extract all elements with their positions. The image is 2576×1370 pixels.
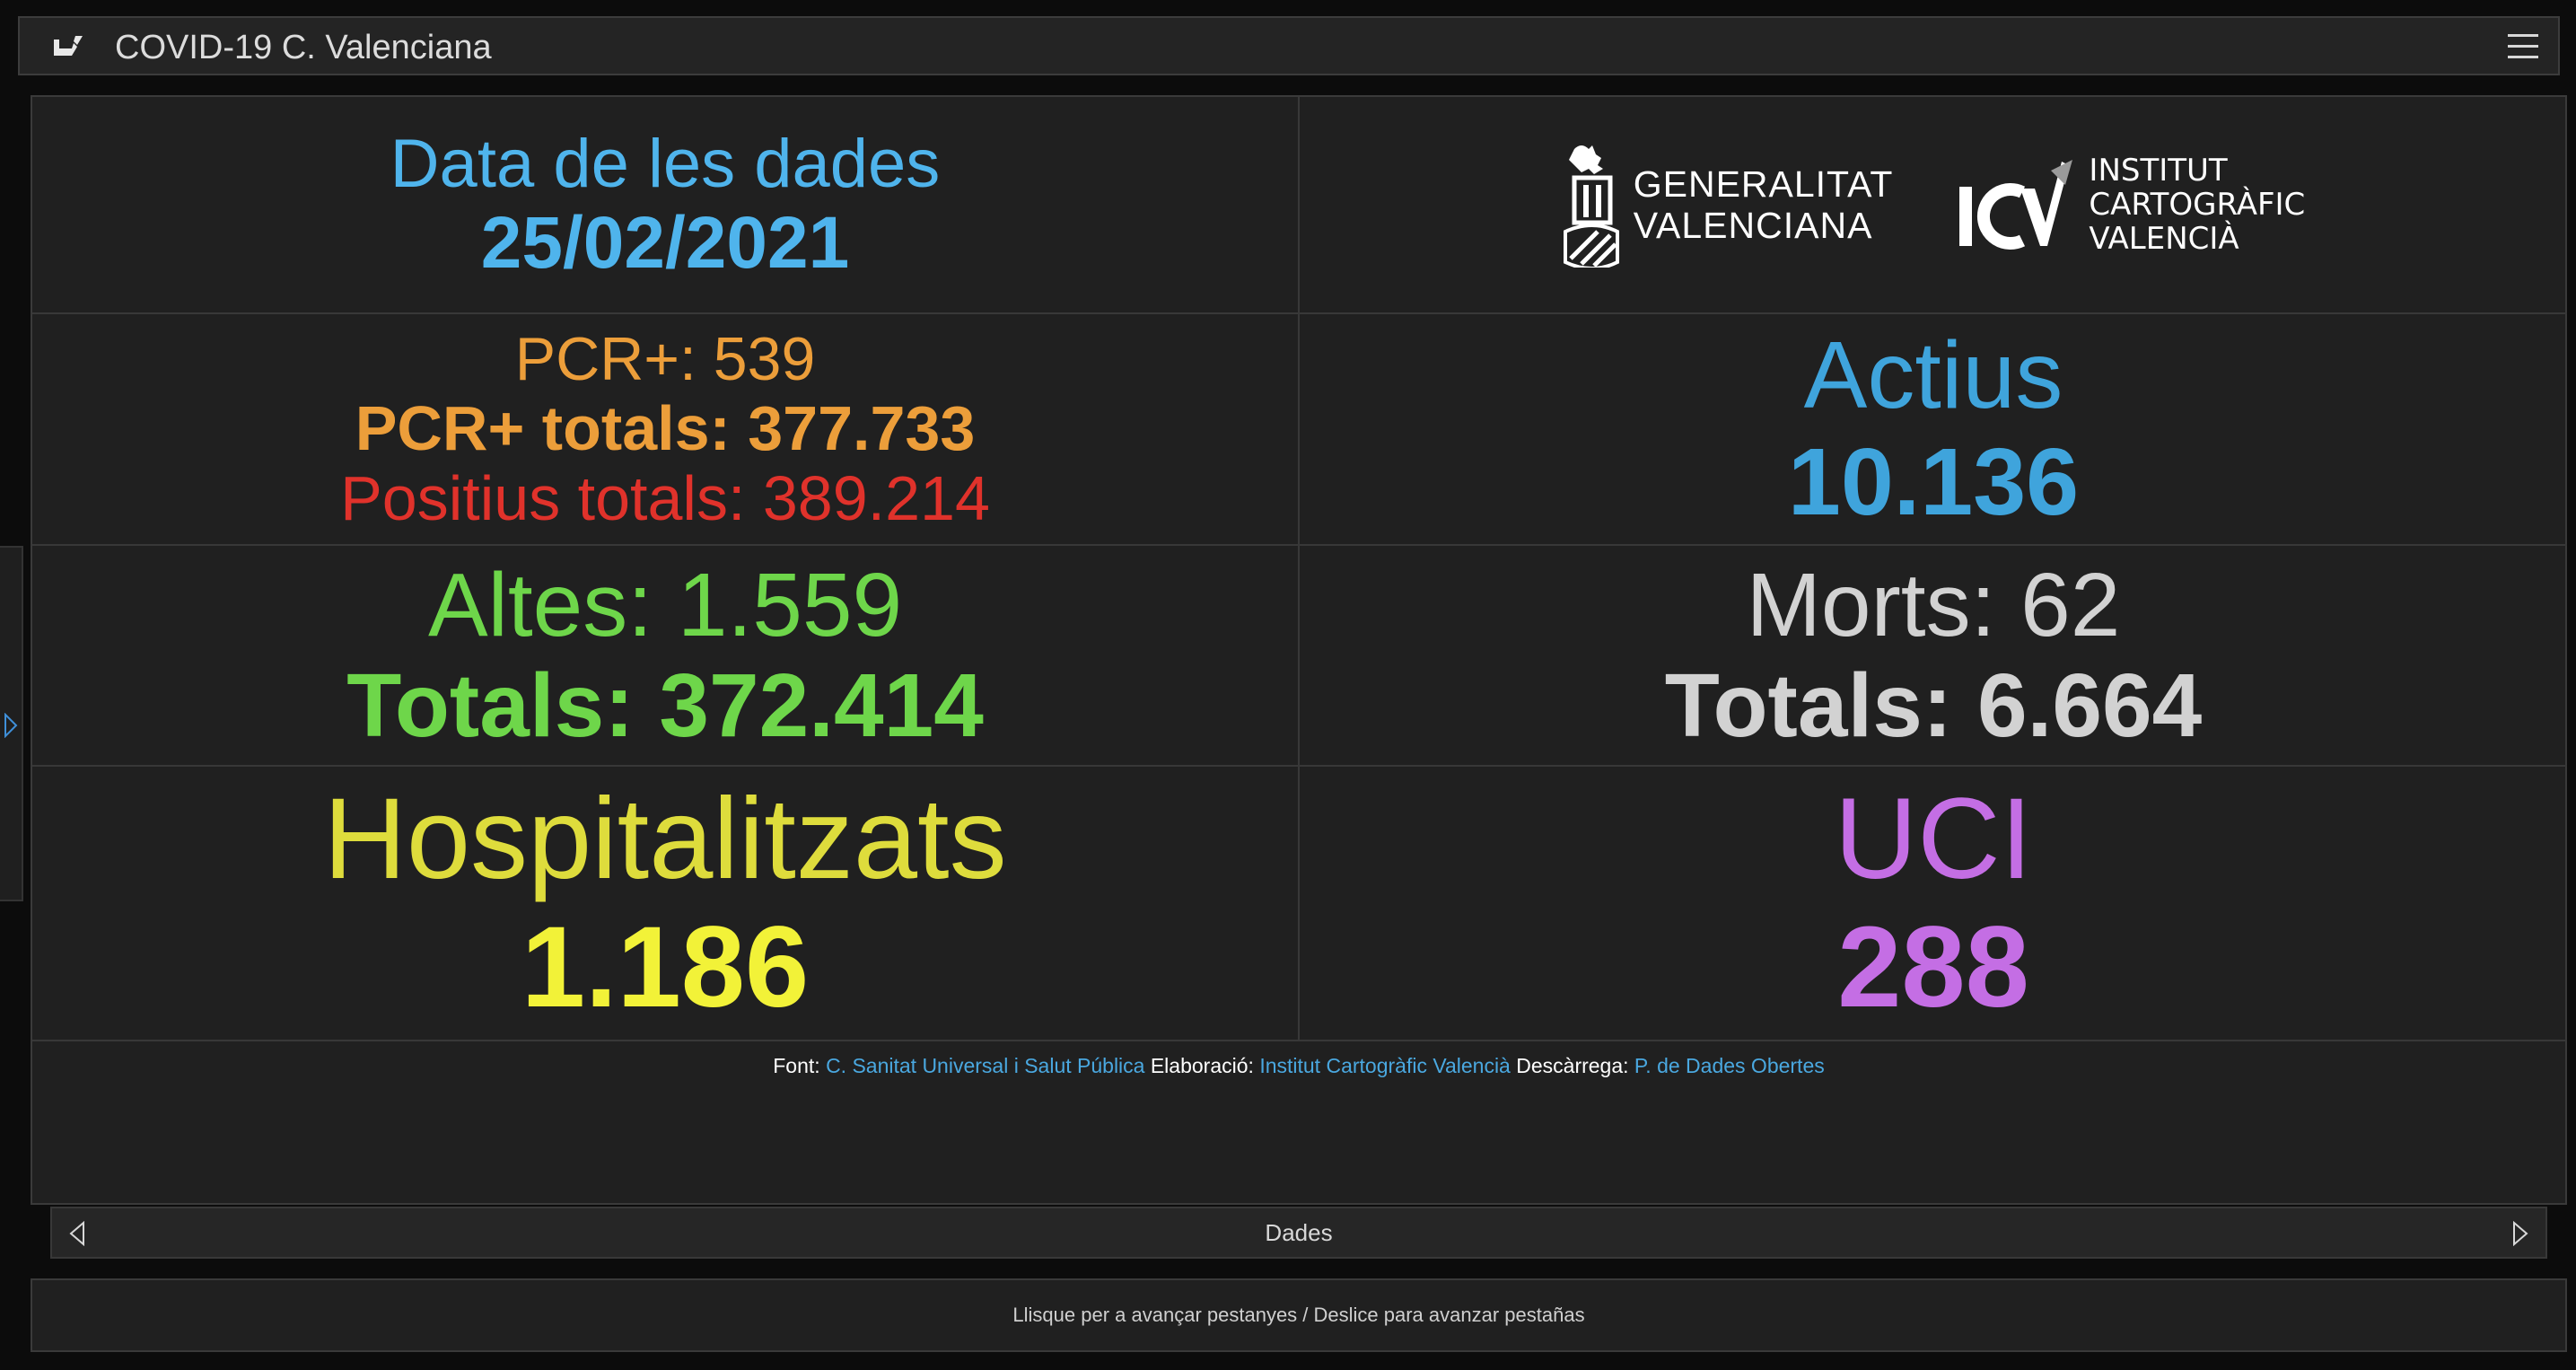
descarrega-label: Descàrrega: xyxy=(1516,1054,1629,1077)
swipe-hint: Llisque per a avançar pestanyes / Deslic… xyxy=(31,1278,2567,1352)
uci-value: 288 xyxy=(1837,903,2029,1032)
actius-value: 10.136 xyxy=(1787,429,2080,535)
elaboracio-label: Elaboració: xyxy=(1150,1054,1254,1077)
altes-totals: Totals: 372.414 xyxy=(346,655,984,756)
altes-card: Altes: 1.559 Totals: 372.414 xyxy=(32,546,1300,767)
generalitat-crest-icon xyxy=(1563,145,1619,268)
pcr-totals: PCR+ totals: 377.733 xyxy=(355,392,976,463)
current-tab-label: Dades xyxy=(1265,1219,1333,1246)
date-card: Data de les dades 25/02/2021 xyxy=(32,97,1300,314)
uci-card: UCI 288 xyxy=(1300,767,2567,1041)
generalitat-text-2: VALENCIANA xyxy=(1633,205,1873,246)
morts-daily: Morts: 62 xyxy=(1746,555,2121,655)
elaboracio-link[interactable]: Institut Cartogràfic Valencià xyxy=(1259,1054,1511,1077)
hamburger-menu-icon[interactable] xyxy=(2506,31,2540,63)
date-label: Data de les dades xyxy=(390,125,941,202)
icv-text-2: CARTOGRÀFIC xyxy=(2089,187,2306,223)
generalitat-text-1: GENERALITAT xyxy=(1633,163,1894,205)
top-bar: COVID-19 C. Valenciana xyxy=(18,16,2560,75)
pcr-daily: PCR+: 539 xyxy=(514,324,816,393)
actius-label: Actius xyxy=(1803,322,2063,429)
font-label: Font: xyxy=(773,1054,820,1077)
altes-daily: Altes: 1.559 xyxy=(427,555,903,655)
app-title: COVID-19 C. Valenciana xyxy=(115,29,492,66)
tab-navigator: Dades xyxy=(50,1207,2547,1259)
morts-card: Morts: 62 Totals: 6.664 xyxy=(1300,546,2567,767)
icv-text-3: VALENCIÀ xyxy=(2089,221,2239,257)
sources-footer: Font: C. Sanitat Universal i Salut Públi… xyxy=(32,1054,2565,1078)
hospitalitzats-label: Hospitalitzats xyxy=(323,774,1007,903)
expand-arrow-icon xyxy=(4,713,18,738)
date-value: 25/02/2021 xyxy=(480,201,850,284)
logos-card: GENERALITAT VALENCIANA INSTITUT CARTOGRÀ… xyxy=(1300,97,2567,314)
prev-arrow-icon[interactable] xyxy=(68,1221,86,1246)
actius-card: Actius 10.136 xyxy=(1300,314,2567,546)
app-logo-icon[interactable] xyxy=(50,31,86,63)
dashboard-panel: Data de les dades 25/02/2021 GENERALITAT xyxy=(31,95,2567,1259)
next-arrow-icon[interactable] xyxy=(2511,1221,2529,1246)
hospitalitzats-value: 1.186 xyxy=(521,903,810,1032)
generalitat-logo[interactable]: GENERALITAT VALENCIANA xyxy=(1562,142,1894,268)
uci-label: UCI xyxy=(1834,774,2033,903)
hospitalitzats-card: Hospitalitzats 1.186 xyxy=(32,767,1300,1041)
font-link[interactable]: C. Sanitat Universal i Salut Pública xyxy=(826,1054,1145,1077)
descarrega-link[interactable]: P. de Dades Obertes xyxy=(1634,1054,1825,1077)
icv-text-1: INSTITUT xyxy=(2089,153,2228,189)
indicator-grid: Data de les dades 25/02/2021 GENERALITAT xyxy=(32,97,2567,1045)
positius-totals: Positius totals: 389.214 xyxy=(340,463,990,534)
side-panel-toggle[interactable] xyxy=(0,546,23,901)
icv-logo[interactable]: INSTITUT CARTOGRÀFIC VALENCIÀ xyxy=(1956,153,2305,257)
morts-totals: Totals: 6.664 xyxy=(1664,655,2203,756)
icv-mark-icon xyxy=(1959,160,2073,250)
pcr-card: PCR+: 539 PCR+ totals: 377.733 Positius … xyxy=(32,314,1300,546)
